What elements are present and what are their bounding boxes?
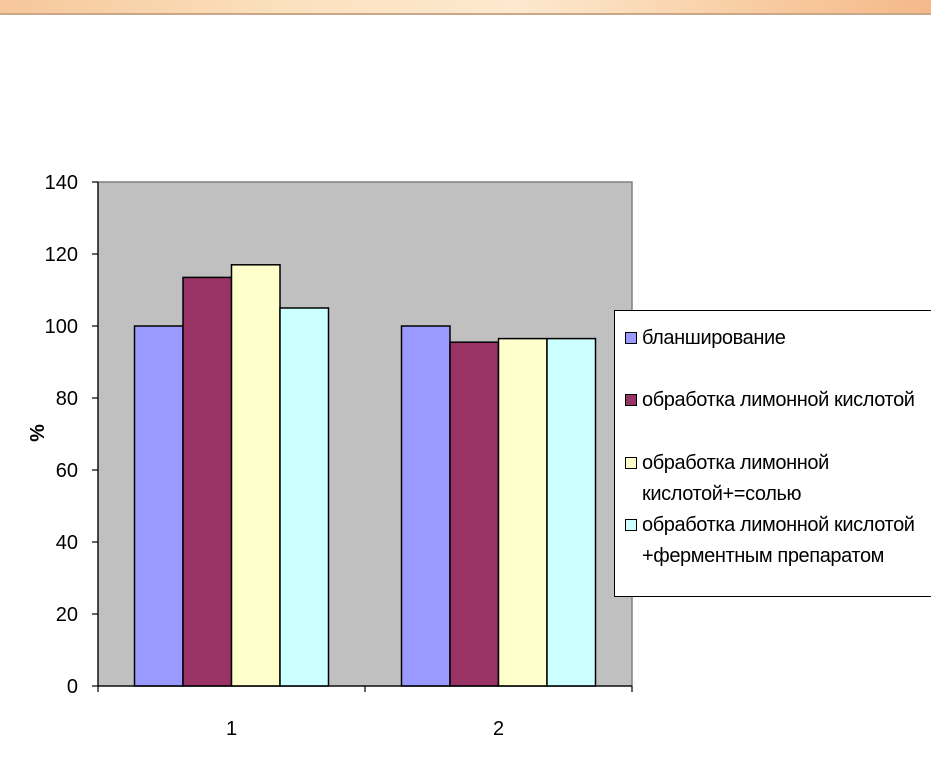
y-tick-label: 0	[67, 676, 78, 698]
y-tick-label: 20	[56, 604, 78, 626]
bar-series-2-category-2	[449, 341, 500, 687]
legend-item: обработка лимонной кислотой	[625, 385, 915, 416]
bar-series-2-category-1	[182, 276, 233, 687]
y-tick-label: 120	[45, 244, 78, 266]
y-tick-label: 60	[56, 460, 78, 482]
legend-item: обработка лимонной кислотой+=солью	[625, 448, 829, 510]
top-banner-divider	[0, 13, 931, 15]
legend-swatch	[625, 519, 637, 531]
legend-label: обработка лимонной кислотой +ферментным …	[642, 514, 915, 567]
y-tick-label: 140	[45, 172, 78, 194]
legend-label: обработка лимонной кислотой	[642, 389, 915, 411]
legend-swatch	[625, 457, 637, 469]
legend-label: бланширование	[642, 327, 786, 349]
y-tick-label: 100	[45, 316, 78, 338]
legend-item: обработка лимонной кислотой +ферментным …	[625, 510, 915, 572]
top-banner	[0, 0, 931, 13]
chart-legend: бланширование обработка лимонной кислотой…	[614, 310, 931, 597]
bar-series-3-category-2	[497, 337, 548, 687]
x-tick-label: 2	[493, 718, 504, 740]
y-tick-label: 40	[56, 532, 78, 554]
bar-series-3-category-1	[230, 264, 281, 687]
legend-swatch	[625, 332, 637, 344]
y-tick-label: 80	[56, 388, 78, 410]
bar-series-4-category-1	[279, 307, 330, 687]
x-tick-label: 1	[226, 718, 237, 740]
y-axis-title: %	[27, 424, 49, 442]
legend-label: обработка лимонной кислотой+=солью	[642, 452, 829, 505]
legend-swatch	[625, 394, 637, 406]
legend-item: бланширование	[625, 323, 786, 354]
bar-series-1-category-1	[133, 325, 184, 687]
bar-series-1-category-2	[400, 325, 451, 687]
bar-series-4-category-2	[546, 337, 597, 687]
